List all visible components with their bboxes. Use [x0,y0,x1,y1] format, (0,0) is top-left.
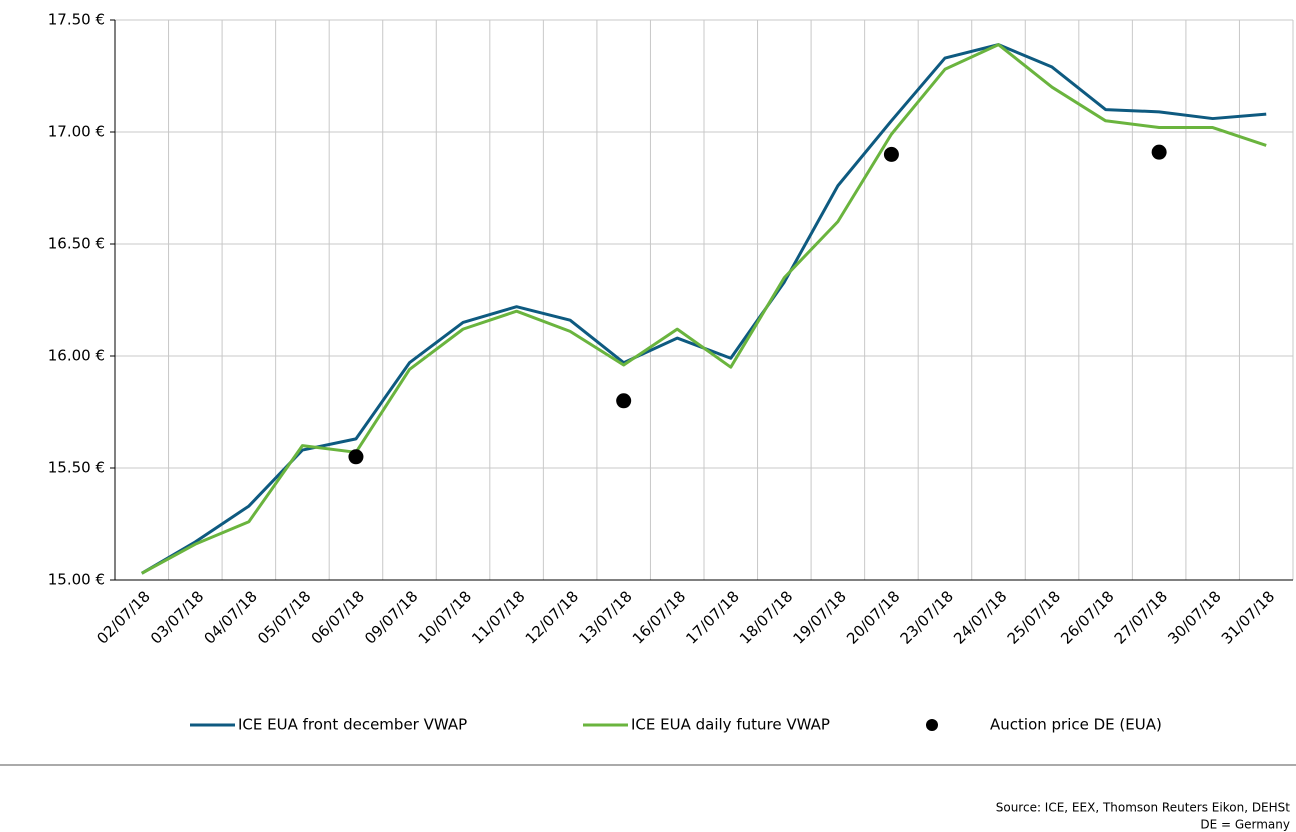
x-tick-label: 25/07/18 [1004,587,1064,647]
auction-dot [348,449,364,465]
series-line [141,43,1267,575]
y-tick-label: 16.50 € [48,235,105,253]
legend-label: ICE EUA front december VWAP [238,716,467,734]
y-tick-label: 15.50 € [48,459,105,477]
x-tick-label: 06/07/18 [308,587,368,647]
auction-dot [616,393,632,409]
x-tick-label: 13/07/18 [575,587,635,647]
x-tick-label: 09/07/18 [361,587,421,647]
x-tick-label: 26/07/18 [1057,587,1117,647]
y-tick-label: 17.00 € [48,123,105,141]
x-tick-label: 12/07/18 [522,587,582,647]
x-tick-label: 24/07/18 [950,587,1010,647]
y-tick-label: 17.50 € [48,11,105,29]
x-tick-label: 30/07/18 [1164,587,1224,647]
x-tick-label: 17/07/18 [682,587,742,647]
source-note: Source: ICE, EEX, Thomson Reuters Eikon,… [996,801,1291,815]
y-tick-label: 15.00 € [48,571,105,589]
x-tick-label: 16/07/18 [629,587,689,647]
legend-marker [926,719,938,731]
x-tick-label: 19/07/18 [790,587,850,647]
x-tick-label: 23/07/18 [897,587,957,647]
x-tick-label: 03/07/18 [147,587,207,647]
legend-label: ICE EUA daily future VWAP [631,716,830,734]
x-tick-label: 31/07/18 [1218,587,1278,647]
x-tick-label: 18/07/18 [736,587,796,647]
x-tick-label: 05/07/18 [254,587,314,647]
x-tick-label: 11/07/18 [468,587,528,647]
x-tick-label: 02/07/18 [93,587,153,647]
x-tick-label: 27/07/18 [1111,587,1171,647]
x-tick-label: 04/07/18 [201,587,261,647]
x-tick-label: 10/07/18 [415,587,475,647]
auction-dot [1151,144,1167,160]
abbrev-note: DE = Germany [1200,818,1290,832]
y-tick-label: 16.00 € [48,347,105,365]
auction-dot [883,146,899,162]
x-tick-label: 20/07/18 [843,587,903,647]
legend-label: Auction price DE (EUA) [990,716,1162,734]
